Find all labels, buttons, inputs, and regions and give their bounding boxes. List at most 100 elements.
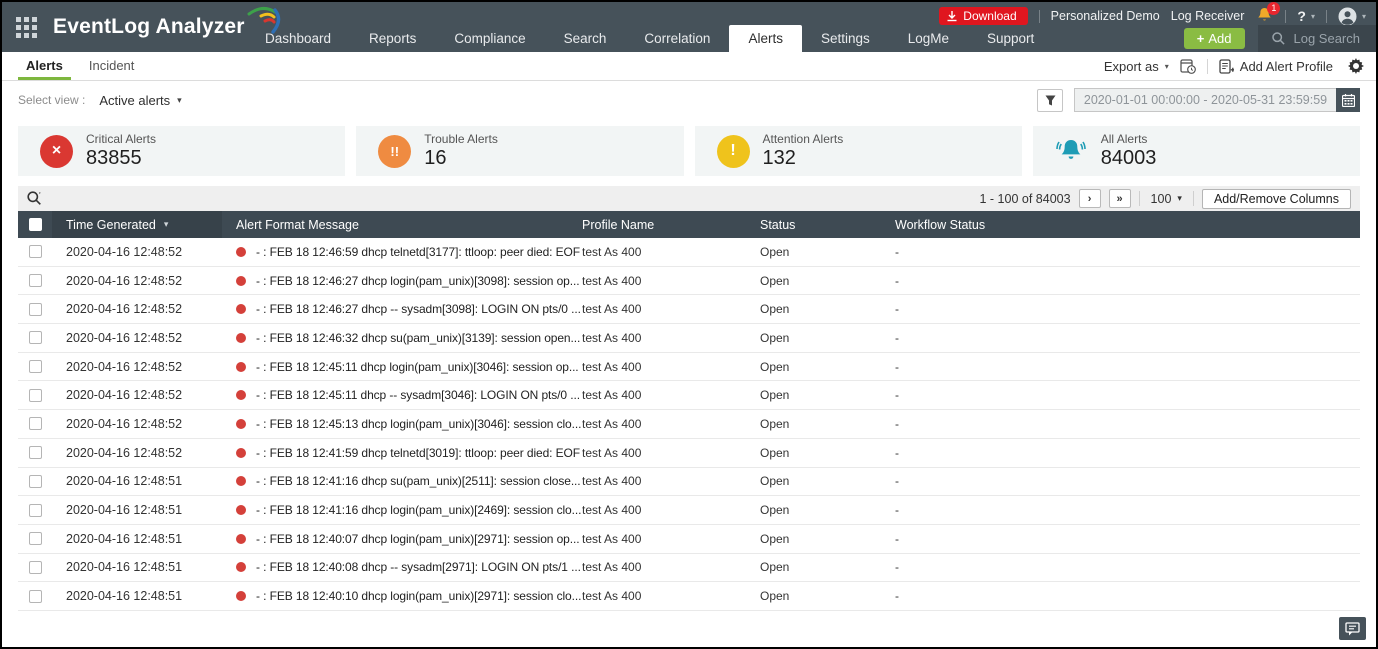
- row-checkbox[interactable]: [28, 274, 42, 288]
- view-selector-dropdown[interactable]: Active alerts ▾: [99, 92, 182, 108]
- last-page-button[interactable]: »: [1108, 189, 1131, 208]
- card-text: Critical Alerts 83855: [86, 132, 156, 170]
- column-header-workflow-status[interactable]: Workflow Status: [895, 217, 986, 232]
- card-label: All Alerts: [1100, 132, 1148, 146]
- alert-message-cell: - : FEB 18 12:45:13 dhcp login(pam_unix)…: [222, 417, 582, 431]
- row-checkbox[interactable]: [28, 388, 42, 402]
- row-checkbox-cell: [18, 360, 52, 374]
- next-page-button[interactable]: ›: [1078, 189, 1101, 208]
- severity-dot-icon: [236, 275, 246, 286]
- alert-message-cell: - : FEB 18 12:41:16 dhcp su(pam_unix)[25…: [222, 474, 582, 488]
- column-header-status[interactable]: Status: [760, 217, 796, 232]
- nav-item-alerts[interactable]: Alerts: [729, 25, 802, 52]
- row-checkbox[interactable]: [28, 560, 42, 574]
- alert-row: 2020-04-16 12:48:52 - : FEB 18 12:45:11 d…: [18, 353, 1360, 382]
- row-checkbox-cell: [18, 446, 52, 460]
- status-cell[interactable]: Open: [760, 445, 790, 460]
- alert-row: 2020-04-16 12:48:51 - : FEB 18 12:41:16 d…: [18, 468, 1360, 497]
- time-generated-cell: 2020-04-16 12:48:52: [66, 416, 183, 431]
- log-receiver-link[interactable]: Log Receiver: [1170, 9, 1245, 23]
- apps-grid-icon[interactable]: [16, 16, 37, 38]
- filter-funnel-button[interactable]: [1037, 88, 1063, 112]
- nav-item-reports[interactable]: Reports: [369, 31, 417, 46]
- row-checkbox[interactable]: [28, 417, 42, 431]
- time-generated-cell: 2020-04-16 12:48:51: [66, 589, 183, 604]
- row-checkbox[interactable]: [28, 245, 42, 259]
- add-remove-columns-button[interactable]: Add/Remove Columns: [1201, 188, 1351, 209]
- row-checkbox[interactable]: [28, 331, 42, 345]
- card-all-alerts[interactable]: All Alerts 84003: [1032, 126, 1360, 176]
- tab-alerts[interactable]: Alerts: [18, 52, 71, 80]
- card-trouble-alerts[interactable]: !! Trouble Alerts 16: [356, 126, 684, 176]
- log-search-button[interactable]: Log Search: [1257, 25, 1376, 52]
- feedback-chat-button[interactable]: [1339, 617, 1366, 640]
- table-search-icon[interactable]: [27, 191, 43, 206]
- column-header-alert-format-message[interactable]: Alert Format Message: [236, 217, 359, 232]
- nav-item-logme[interactable]: LogMe: [907, 31, 950, 46]
- status-cell[interactable]: Open: [760, 244, 790, 259]
- time-generated-cell: 2020-04-16 12:48:51: [66, 474, 183, 489]
- nav-item-dashboard[interactable]: Dashboard: [265, 31, 332, 46]
- status-cell[interactable]: Open: [760, 388, 790, 403]
- status-cell[interactable]: Open: [760, 359, 790, 374]
- card-text: Attention Alerts 132: [763, 132, 844, 170]
- alert-message-cell: - : FEB 18 12:40:08 dhcp -- sysadm[2971]…: [222, 560, 582, 574]
- column-header-time-generated[interactable]: Time Generated ▾: [52, 211, 222, 238]
- status-cell[interactable]: Open: [760, 474, 790, 489]
- card-critical-alerts[interactable]: × Critical Alerts 83855: [18, 126, 346, 176]
- status-cell[interactable]: Open: [760, 560, 790, 575]
- card-label: Critical Alerts: [86, 132, 157, 146]
- alert-message-cell: - : FEB 18 12:46:27 dhcp login(pam_unix)…: [222, 274, 582, 288]
- status-cell[interactable]: Open: [760, 416, 790, 431]
- workflow-status-cell: -: [895, 560, 899, 575]
- status-cell[interactable]: Open: [760, 589, 790, 604]
- nav-item-compliance[interactable]: Compliance: [454, 31, 526, 46]
- help-menu[interactable]: ? ▾: [1297, 8, 1315, 24]
- workflow-status-cell: -: [895, 531, 899, 546]
- row-checkbox[interactable]: [28, 503, 42, 517]
- nav-item-search[interactable]: Search: [563, 31, 607, 46]
- card-attention-alerts[interactable]: ! Attention Alerts 132: [694, 126, 1022, 176]
- row-checkbox[interactable]: [28, 360, 42, 374]
- severity-dot-icon: [236, 562, 246, 573]
- status-cell[interactable]: Open: [760, 503, 790, 518]
- user-menu[interactable]: ▾: [1338, 7, 1366, 26]
- add-button[interactable]: + Add: [1183, 28, 1245, 49]
- row-checkbox[interactable]: [28, 446, 42, 460]
- tab-incident[interactable]: Incident: [88, 58, 135, 73]
- schedule-report-icon[interactable]: [1180, 58, 1196, 74]
- add-alert-profile-button[interactable]: Add Alert Profile: [1219, 59, 1333, 74]
- row-checkbox[interactable]: [28, 589, 42, 603]
- alert-row: 2020-04-16 12:48:52 - : FEB 18 12:45:11 d…: [18, 381, 1360, 411]
- export-as-menu[interactable]: Export as ▾: [1103, 58, 1169, 74]
- alerts-table: Time Generated ▾ Alert Format Message Profi…: [18, 211, 1360, 611]
- download-button[interactable]: Download: [939, 7, 1028, 25]
- tab-bar: Alerts Incident Export as ▾ Add Alert Prof…: [2, 52, 1376, 81]
- status-cell[interactable]: Open: [760, 531, 790, 546]
- nav-item-support[interactable]: Support: [987, 31, 1035, 46]
- row-checkbox-cell: [18, 331, 52, 345]
- status-cell[interactable]: Open: [760, 330, 790, 345]
- settings-gear-icon[interactable]: [1348, 58, 1364, 74]
- nav-item-settings[interactable]: Settings: [820, 31, 870, 46]
- calendar-button[interactable]: [1336, 88, 1360, 112]
- time-generated-cell: 2020-04-16 12:48:52: [66, 445, 183, 460]
- select-all-checkbox[interactable]: [28, 218, 42, 231]
- row-checkbox[interactable]: [28, 532, 42, 546]
- date-range-input[interactable]: 2020-01-01 00:00:00 - 2020-05-31 23:59:5…: [1074, 88, 1336, 112]
- row-checkbox[interactable]: [28, 474, 42, 488]
- personalized-demo-link[interactable]: Personalized Demo: [1050, 9, 1160, 23]
- alert-summary-cards: × Critical Alerts 83855!! Trouble Alerts 16!…: [18, 126, 1360, 176]
- status-cell[interactable]: Open: [760, 273, 790, 288]
- notifications-bell-icon[interactable]: 1: [1257, 2, 1281, 26]
- status-cell[interactable]: Open: [760, 302, 790, 317]
- page-size-dropdown[interactable]: 100 ▾: [1150, 191, 1182, 206]
- row-checkbox[interactable]: [28, 302, 42, 316]
- severity-dot-icon: [236, 332, 246, 343]
- severity-dot-icon: [236, 533, 246, 544]
- alert-message-text: - : FEB 18 12:40:10 dhcp login(pam_unix)…: [256, 589, 582, 604]
- notification-badge: 1: [1267, 2, 1281, 15]
- nav-item-correlation[interactable]: Correlation: [644, 31, 711, 46]
- column-header-profile-name[interactable]: Profile Name: [582, 217, 655, 232]
